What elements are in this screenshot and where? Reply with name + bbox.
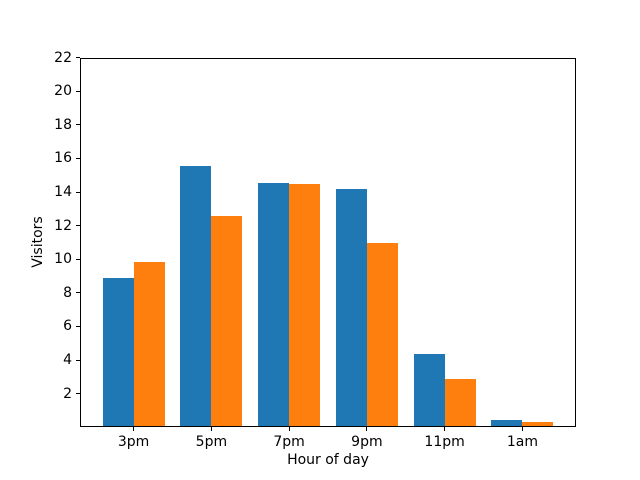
y-tick-label: 16 (54, 150, 72, 167)
y-tick-label: 10 (54, 251, 72, 268)
y-tick-label: 20 (54, 83, 72, 100)
y-tick-mark (76, 90, 80, 92)
bar-orange-3pm (133, 261, 165, 427)
x-tick-mark (210, 427, 212, 432)
x-tick-mark (521, 427, 523, 432)
bar-orange-1am (522, 422, 554, 427)
bar-orange-7pm (289, 184, 321, 427)
y-tick-label: 2 (63, 385, 72, 402)
bar-orange-9pm (366, 243, 398, 427)
y-tick-label: 18 (54, 116, 72, 133)
bar-blue-1am (491, 420, 523, 427)
x-tick-mark (366, 427, 368, 432)
x-tick-mark (288, 427, 290, 432)
x-tick-label: 5pm (195, 434, 228, 451)
bar-blue-9pm (335, 189, 367, 427)
bar-blue-3pm (102, 278, 134, 427)
bar-orange-5pm (211, 216, 243, 427)
y-tick-mark (76, 258, 80, 260)
y-tick-label: 22 (54, 49, 72, 66)
bar-blue-7pm (258, 182, 290, 427)
y-tick-mark (76, 124, 80, 126)
y-tick-mark (76, 393, 80, 395)
y-tick-label: 14 (54, 184, 72, 200)
x-tick-mark (133, 427, 135, 432)
y-tick-label: 6 (63, 318, 72, 335)
y-tick-label: 8 (63, 284, 72, 301)
bar-orange-11pm (444, 379, 476, 427)
y-tick-mark (76, 157, 80, 159)
bar-blue-11pm (413, 354, 445, 427)
x-tick-mark (444, 427, 446, 432)
plot-area (80, 57, 576, 428)
x-tick-label: 11pm (424, 434, 465, 451)
x-tick-label: 7pm (273, 434, 305, 451)
x-tick-label: 1am (506, 434, 538, 451)
y-tick-mark (76, 359, 80, 361)
y-tick-mark (76, 57, 80, 59)
y-tick-mark (76, 225, 80, 227)
x-tick-label: 3pm (117, 434, 150, 451)
y-tick-mark (76, 292, 80, 294)
y-tick-label: 4 (63, 352, 72, 368)
bar-blue-5pm (180, 165, 212, 427)
y-tick-label: 12 (54, 217, 72, 234)
y-tick-mark (76, 191, 80, 193)
x-axis-label: Hour of day (287, 452, 369, 468)
y-tick-mark (76, 325, 80, 327)
x-tick-label: 9pm (351, 434, 383, 451)
